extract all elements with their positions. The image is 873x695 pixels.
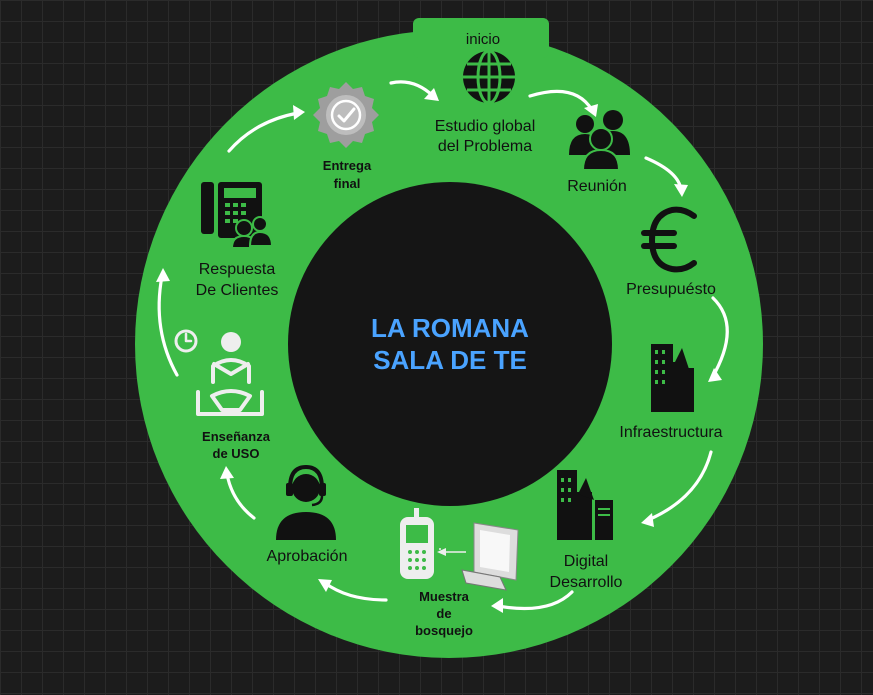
step-presupuesto-label: Presupuésto [626, 281, 716, 298]
step-ensenanza-line1: Enseñanza [202, 429, 271, 444]
step-respuesta-line1: Respuesta [199, 261, 276, 278]
arrowhead-2 [584, 104, 598, 117]
step-entrega-line1: Entrega [323, 158, 372, 173]
step-ensenanza-line2: de USO [213, 446, 260, 461]
step-muestra-line2: de [436, 606, 451, 621]
globe-icon [463, 49, 515, 105]
step-muestra-line3: bosquejo [415, 623, 473, 638]
buildings-icon [651, 344, 694, 412]
office-phone-icon [201, 182, 274, 249]
step-reunion-label: Reunión [567, 178, 627, 195]
arrow-estudio-to-reunion [528, 89, 594, 112]
city-server-icon [557, 470, 613, 540]
people-icon [569, 110, 630, 171]
arrowhead-3 [674, 184, 688, 197]
arrow-infra-to-digital [646, 450, 713, 522]
arrow-muestra-to-aprobacion [323, 581, 388, 602]
center-title-line2: SALA DE TE [373, 345, 527, 375]
center-title-line1: LA ROMANA [371, 313, 529, 343]
step-digital-line2: Desarrollo [550, 574, 623, 591]
arrow-ensenanza-to-respuesta [157, 274, 179, 377]
arrow-respuesta-to-entrega [227, 111, 300, 153]
step-muestra-line1: Muestra [419, 589, 470, 604]
euro-icon [641, 206, 697, 273]
arrowhead-1 [424, 88, 439, 101]
arrowhead-10 [293, 105, 305, 120]
start-tab [413, 18, 549, 58]
arrowhead-6 [491, 598, 503, 613]
step-digital-line1: Digital [564, 553, 608, 570]
step-respuesta-line2: De Clientes [196, 282, 279, 299]
reading-person-icon [174, 329, 264, 416]
step-estudio-line1: Estudio global [435, 118, 536, 135]
arrowhead-5 [641, 513, 654, 527]
arrowhead-8 [220, 466, 234, 479]
check-badge-icon [313, 82, 379, 148]
step-aprobacion-label: Aprobación [267, 548, 348, 565]
center-disc [288, 182, 612, 506]
step-entrega-line2: final [334, 176, 361, 191]
step-estudio-line2: del Problema [438, 138, 532, 155]
headset-icon [276, 464, 336, 540]
arrowhead-9 [156, 268, 170, 282]
step-infraestructura-label: Infraestructura [619, 424, 722, 441]
arrowhead-4 [708, 368, 722, 382]
arrow-digital-to-muestra [496, 590, 574, 611]
arrowhead-7 [318, 579, 332, 592]
arrowheads [156, 88, 722, 613]
arrow-presupuesto-to-infra [710, 296, 729, 380]
phone-computer-icon [400, 508, 519, 591]
start-tab-label: inicio [466, 31, 500, 48]
